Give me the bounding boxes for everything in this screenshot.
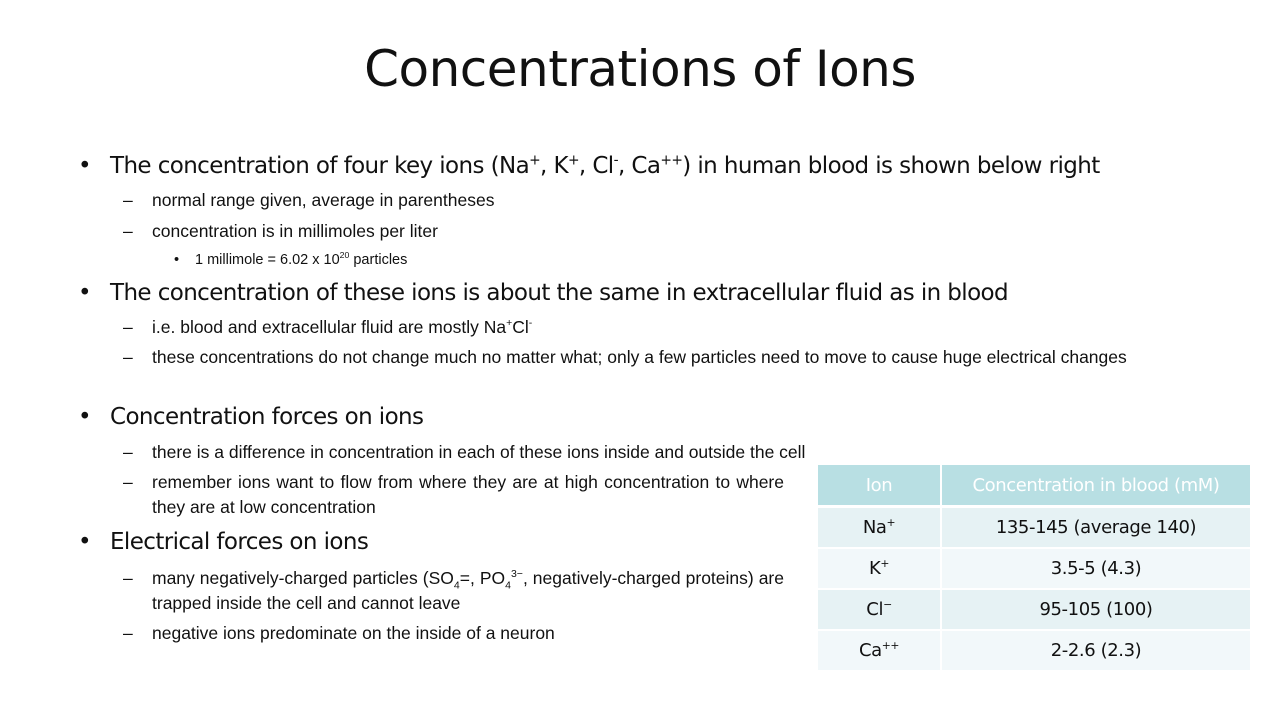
bullet-text: , negatively-charged proteins) are trapp… [152, 568, 784, 613]
bullet-marker: • [78, 529, 92, 555]
superscript: 20 [339, 250, 350, 261]
bullet-level-1: • Concentration forces on ions [78, 404, 424, 430]
bullet-text: Concentration forces on ions [110, 404, 424, 430]
superscript: - [613, 152, 619, 169]
bullet-level-2: – remember ions want to flow from where t… [123, 470, 784, 520]
bullet-level-2: – i.e. blood and extracellular fluid are … [123, 315, 1204, 340]
superscript: + [506, 317, 513, 330]
ion-charge: + [886, 516, 896, 529]
subscript: 4 [453, 579, 460, 592]
bullet-text: , PO [469, 568, 506, 588]
bullet-level-2: – concentration is in millimoles per lite… [123, 219, 1204, 244]
concentration-cell: 95-105 (100) [941, 589, 1252, 631]
superscript: - [528, 317, 533, 330]
bullet-level-1: • The concentration of four key ions (Na+… [78, 152, 1100, 179]
bullet-text: The concentration of four key ions (Na [110, 153, 530, 179]
dash-marker: – [123, 442, 133, 462]
bullet-text: many negatively-charged particles (SO [152, 568, 454, 588]
bullet-text: The concentration of these ions is about… [110, 280, 1009, 306]
bullet-level-2: – negative ions predominate on the inside… [123, 621, 1204, 646]
dash-marker: – [123, 623, 133, 643]
superscript: ++ [660, 152, 683, 169]
bullet-text: these concentrations do not change much … [152, 347, 1127, 367]
ion-concentration-table: Ion Concentration in blood (mM) Na+ 135-… [818, 465, 1252, 672]
ion-name: K [868, 558, 881, 579]
ion-cell: K+ [818, 548, 942, 590]
bullet-text: remember ions want to flow from where th… [152, 472, 784, 517]
ion-name: Na [862, 517, 887, 538]
table-header-row: Ion Concentration in blood (mM) [818, 465, 1252, 508]
table-row: Cl− 95-105 (100) [818, 589, 1252, 631]
header-concentration: Concentration in blood (mM) [941, 465, 1252, 508]
concentration-cell: 2-2.6 (2.3) [941, 630, 1252, 672]
bullet-level-1: • The concentration of these ions is abou… [78, 280, 1009, 306]
bullet-text: , Cl [578, 153, 614, 179]
ion-cell: Na+ [818, 506, 942, 549]
bullet-level-1: • Electrical forces on ions [78, 529, 369, 555]
ion-charge: ++ [881, 639, 900, 652]
bullet-level-3: • 1 millimole = 6.02 x 1020 particles [174, 248, 408, 273]
table-row: K+ 3.5-5 (4.3) [818, 548, 1252, 590]
concentration-cell: 135-145 (average 140) [941, 506, 1252, 549]
bullet-text: = [459, 568, 470, 588]
dash-marker: – [123, 347, 133, 367]
bullet-text: particles [349, 252, 408, 268]
subscript: 4 [505, 579, 511, 592]
bullet-marker: • [174, 252, 180, 268]
ion-name: Ca [858, 640, 882, 661]
bullet-marker: • [78, 153, 92, 179]
table-row: Na+ 135-145 (average 140) [818, 506, 1252, 549]
bullet-text: there is a difference in concentration i… [152, 442, 806, 462]
dash-marker: – [123, 568, 133, 588]
bullet-text: , K [540, 153, 569, 179]
table-row: Ca++ 2-2.6 (2.3) [818, 630, 1252, 672]
bullet-text: Cl [512, 317, 529, 337]
bullet-marker: • [78, 280, 92, 306]
concentration-cell: 3.5-5 (4.3) [941, 548, 1252, 590]
bullet-text: ) in human blood is shown below right [682, 153, 1100, 179]
superscript: + [529, 152, 541, 169]
bullet-text: normal range given, average in parenthes… [152, 190, 495, 210]
ion-charge: − [883, 598, 892, 611]
superscript: + [567, 152, 580, 169]
dash-marker: – [123, 221, 133, 241]
bullet-text: , Ca [617, 153, 661, 179]
bullet-text: i.e. blood and extracellular fluid are m… [152, 317, 507, 337]
bullet-level-2: – many negatively-charged particles (SO4=… [123, 566, 784, 616]
bullet-marker: • [78, 404, 92, 430]
bullet-level-2: – these concentrations do not change much… [123, 345, 1204, 370]
bullet-level-2: – normal range given, average in parenthe… [123, 188, 1204, 213]
dash-marker: – [123, 190, 133, 210]
bullet-text: concentration is in millimoles per liter [152, 221, 438, 241]
ion-charge: + [880, 557, 890, 570]
bullet-text: negative ions predominate on the inside … [152, 623, 555, 643]
dash-marker: – [123, 472, 133, 492]
ion-cell: Cl− [818, 589, 942, 631]
slide-title: Concentrations of Ions [364, 40, 916, 98]
bullet-text: Electrical forces on ions [110, 529, 369, 555]
header-ion: Ion [818, 465, 942, 508]
ion-name: Cl [866, 599, 884, 620]
superscript: 3− [510, 568, 523, 581]
bullet-level-2: – there is a difference in concentration … [123, 440, 1204, 465]
bullet-text: 1 millimole = 6.02 x 10 [195, 252, 340, 268]
ion-cell: Ca++ [818, 630, 942, 672]
dash-marker: – [123, 317, 133, 337]
